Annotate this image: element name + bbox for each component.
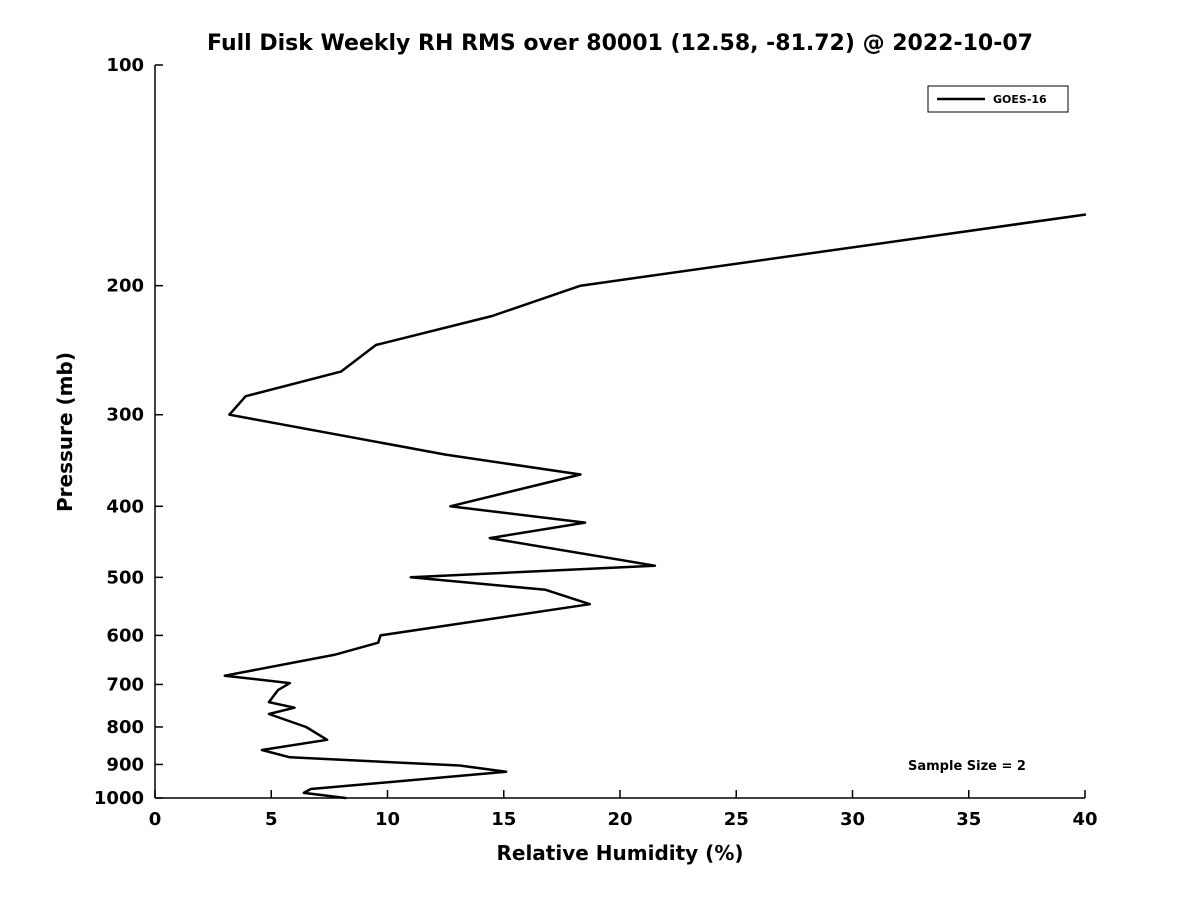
y-tick-label-800: 800 [106,717,144,738]
axes: 0 5 10 15 20 25 30 35 40 100 200 300 400 500 600 700 800… [94,55,1098,830]
legend: GOES-16 [927,85,1069,113]
x-tick-label-0: 0 [149,809,162,830]
y-tick-label-100: 100 [106,55,144,76]
y-tick-label-600: 600 [106,625,144,646]
x-axis-label: Relative Humidity (%) [496,841,743,865]
x-tick-label-40: 40 [1072,809,1097,830]
x-tick-label-10: 10 [375,809,400,830]
y-tick-label-1000: 1000 [94,788,144,809]
data-series [223,213,1087,800]
y-tick-label-200: 200 [106,276,144,297]
x-tick-label-20: 20 [607,809,632,830]
x-tick-label-30: 30 [840,809,865,830]
x-tick-label-5: 5 [265,809,278,830]
y-axis-label: Pressure (mb) [53,352,77,512]
legend-entry-goes16: GOES-16 [993,93,1047,106]
series-line-goes-16 [223,213,1087,800]
x-tick-label-25: 25 [724,809,749,830]
y-tick-label-500: 500 [106,567,144,588]
x-tick-label-15: 15 [491,809,516,830]
sample-size-annotation: Sample Size = 2 [908,759,1026,774]
x-tick-label-35: 35 [956,809,981,830]
y-tick-label-300: 300 [106,405,144,426]
y-tick-label-900: 900 [106,754,144,775]
y-tick-label-700: 700 [106,674,144,695]
chart-title: Full Disk Weekly RH RMS over 80001 (12.5… [207,31,1033,56]
y-tick-label-400: 400 [106,496,144,517]
